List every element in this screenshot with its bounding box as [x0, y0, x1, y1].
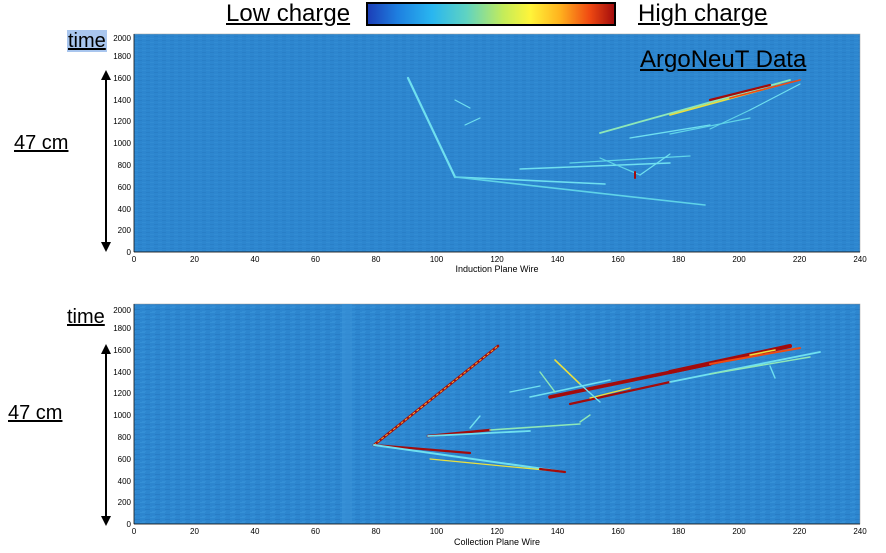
bottom-x-tick: 220: [793, 527, 807, 536]
bottom-x-tick: 0: [132, 527, 137, 536]
bottom-x-axis-title: Collection Plane Wire: [454, 537, 540, 547]
top-x-axis-title: Induction Plane Wire: [455, 264, 538, 274]
bottom-distance-arrow: [101, 344, 111, 526]
bottom-y-tick: 2000: [113, 306, 131, 315]
argoneut-data-label: ArgoNeuT Data: [640, 46, 807, 73]
bottom-x-tick: 180: [672, 527, 686, 536]
top-y-tick: 1600: [113, 74, 131, 83]
bottom-y-tick: 400: [118, 477, 132, 486]
top-y-tick: 0: [127, 248, 132, 257]
bottom-plot-area: [133, 303, 861, 525]
top-x-tick: 160: [611, 255, 625, 264]
top-x-tick: 60: [311, 255, 320, 264]
bottom-y-tick: 0: [127, 520, 132, 529]
high-charge-label: High charge: [638, 0, 768, 27]
top-y-tick: 600: [118, 183, 132, 192]
bottom-x-tick: 20: [190, 527, 199, 536]
bottom-y-tick: 1400: [113, 368, 131, 377]
bottom-distance-label: 47 cm: [8, 402, 63, 424]
top-time-text: time: [67, 30, 107, 52]
top-time-label: time: [67, 30, 107, 53]
top-x-tick: 80: [372, 255, 381, 264]
top-x-tick: 20: [190, 255, 199, 264]
bottom-event-display: 0 20 40 60 80 100 120 140 160 180 200 22…: [113, 303, 867, 547]
top-x-tick: 180: [672, 255, 686, 264]
top-y-tick: 1800: [113, 52, 131, 61]
top-x-tick: 240: [853, 255, 867, 264]
top-y-tick: 200: [118, 226, 132, 235]
bottom-x-tick: 120: [490, 527, 504, 536]
bottom-y-tick: 1600: [113, 346, 131, 355]
bottom-y-tick: 1000: [113, 411, 131, 420]
charge-colorbar: [366, 2, 616, 26]
top-y-tick: 1400: [113, 96, 131, 105]
bottom-y-tick: 1200: [113, 389, 131, 398]
bottom-x-tick: 60: [311, 527, 320, 536]
bottom-time-label: time: [67, 306, 105, 328]
top-event-display: 0 20 40 60 80 100 120 140 160 180 200 22…: [113, 33, 867, 274]
bottom-y-tick: 200: [118, 498, 132, 507]
bottom-x-tick: 160: [611, 527, 625, 536]
bottom-x-tick: 40: [251, 527, 260, 536]
top-y-tick: 1000: [113, 139, 131, 148]
top-x-tick: 140: [551, 255, 565, 264]
bottom-x-tick: 200: [732, 527, 746, 536]
top-y-tick: 1200: [113, 117, 131, 126]
top-x-tick: 120: [490, 255, 504, 264]
bottom-x-tick: 100: [430, 527, 444, 536]
bottom-x-tick: 140: [551, 527, 565, 536]
top-x-tick: 100: [430, 255, 444, 264]
top-y-tick: 2000: [113, 34, 131, 43]
bottom-y-tick: 800: [118, 433, 132, 442]
top-plot-area: [133, 33, 861, 253]
top-distance-label: 47 cm: [14, 132, 69, 154]
top-x-tick: 40: [251, 255, 260, 264]
bottom-x-tick: 240: [853, 527, 867, 536]
top-x-tick: 0: [132, 255, 137, 264]
bottom-y-tick: 600: [118, 455, 132, 464]
low-charge-label: Low charge: [226, 0, 351, 27]
top-x-tick: 200: [732, 255, 746, 264]
top-x-tick: 220: [793, 255, 807, 264]
top-y-tick: 800: [118, 161, 132, 170]
bottom-x-tick: 80: [372, 527, 381, 536]
top-y-tick: 400: [118, 205, 132, 214]
bottom-y-tick: 1800: [113, 324, 131, 333]
top-distance-arrow: [101, 70, 111, 252]
